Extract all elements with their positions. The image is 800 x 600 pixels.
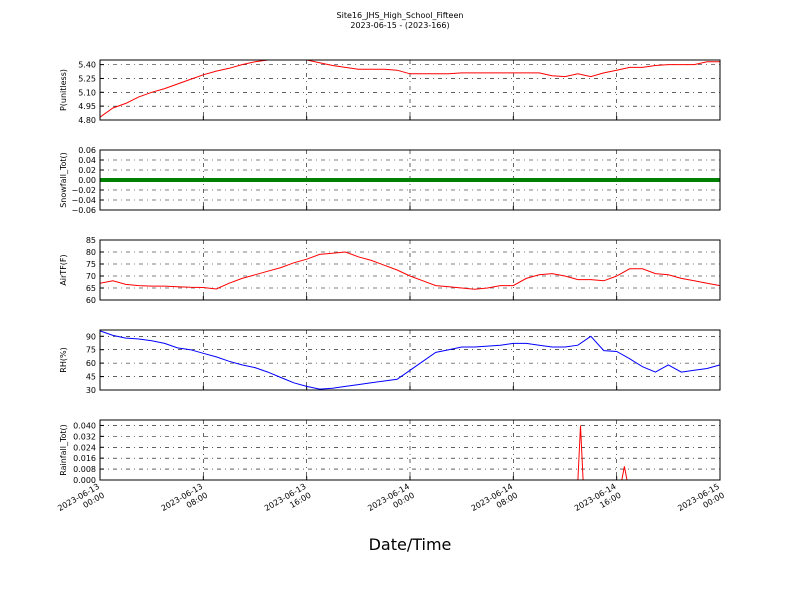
- y-tick-label: 60: [86, 359, 96, 368]
- y-tick-label: 65: [86, 284, 96, 293]
- x-tick-label: 2023-06-1316:00: [263, 482, 313, 522]
- y-axis-label: AirTF(F): [59, 254, 68, 285]
- y-tick-label: 0.06: [78, 146, 96, 155]
- series-line: [99, 59, 720, 118]
- panel-1: −0.06−0.04−0.020.000.020.040.06 Snowfall_…: [59, 146, 721, 215]
- x-tick-label: 2023-06-1500:00: [676, 482, 726, 522]
- y-tick-label: 0.024: [73, 443, 96, 452]
- y-tick-label: 60: [86, 296, 96, 305]
- y-tick-label: 5.40: [78, 61, 96, 70]
- x-tick-label: 2023-06-1400:00: [366, 482, 416, 522]
- panel-border: [99, 329, 721, 391]
- y-tick-label: 75: [86, 346, 96, 355]
- x-tick-label: 2023-06-1308:00: [160, 482, 210, 522]
- panel-border: [99, 59, 721, 121]
- y-tick-label: 5.25: [78, 74, 96, 83]
- y-tick-label: 70: [86, 272, 96, 281]
- panel-border: [99, 419, 721, 481]
- chart-subtitle: 2023-06-15 - (2023-166): [350, 21, 449, 30]
- panel-border: [99, 239, 721, 301]
- y-tick-label: 45: [86, 373, 96, 382]
- y-tick-label: 0.000: [73, 476, 96, 485]
- panel-3: 30 45 60 75 90 RH(%): [59, 329, 721, 395]
- y-tick-label: 0.040: [73, 421, 96, 430]
- y-tick-label: 0.02: [78, 166, 96, 175]
- x-tick-label: 2023-06-1300:00: [56, 482, 106, 522]
- panel-border: [99, 149, 721, 211]
- series-line: [99, 251, 721, 290]
- y-tick-label: 4.95: [78, 102, 96, 111]
- x-axis-label: Date/Time: [369, 535, 452, 554]
- y-axis-label: Rainfall_Tot(): [59, 424, 68, 476]
- y-tick-label: 0.008: [73, 465, 96, 474]
- y-tick-label: 85: [86, 236, 96, 245]
- y-tick-label: 0.016: [73, 454, 96, 463]
- y-tick-label: 90: [86, 332, 96, 341]
- y-axis-label: RH(%): [59, 347, 68, 372]
- panel-4: 0.000 0.008 0.016 0.024 0.032 0.040 Rainfall_T…: [59, 419, 721, 485]
- y-axis-label: P(unitless): [59, 69, 68, 111]
- x-axis-ticks: 2023-06-1300:00 2023-06-1308:00 2023-06-13…: [56, 482, 726, 522]
- y-tick-label: 80: [86, 248, 96, 257]
- y-tick-label: −0.04: [71, 196, 96, 205]
- y-tick-label: 0.00: [78, 176, 96, 185]
- y-tick-label: −0.02: [71, 186, 96, 195]
- panel-0: 4.80 4.95 5.10 5.25 5.40 P(unitless): [59, 59, 721, 125]
- y-tick-label: 4.80: [78, 116, 96, 125]
- y-tick-label: −0.06: [71, 206, 96, 215]
- y-tick-label: 5.10: [78, 88, 96, 97]
- y-axis-label: Snowfall_Tot(): [59, 152, 68, 208]
- y-tick-label: 0.04: [78, 156, 96, 165]
- y-tick-label: 0.032: [73, 432, 96, 441]
- y-tick-label: 75: [86, 260, 96, 269]
- x-tick-label: 2023-06-1408:00: [470, 482, 520, 522]
- y-tick-label: 30: [86, 386, 96, 395]
- chart-panels: 4.804.955.105.255.40P(unitless)−0.06−0.0…: [59, 59, 721, 485]
- chart-title: Site16_JHS_High_School_Fifteen: [337, 11, 464, 20]
- panel-2: 60 65 70 75 80 85 AirTF(F): [59, 236, 721, 305]
- series-line: [99, 330, 721, 390]
- x-tick-label: 2023-06-1416:00: [573, 482, 623, 522]
